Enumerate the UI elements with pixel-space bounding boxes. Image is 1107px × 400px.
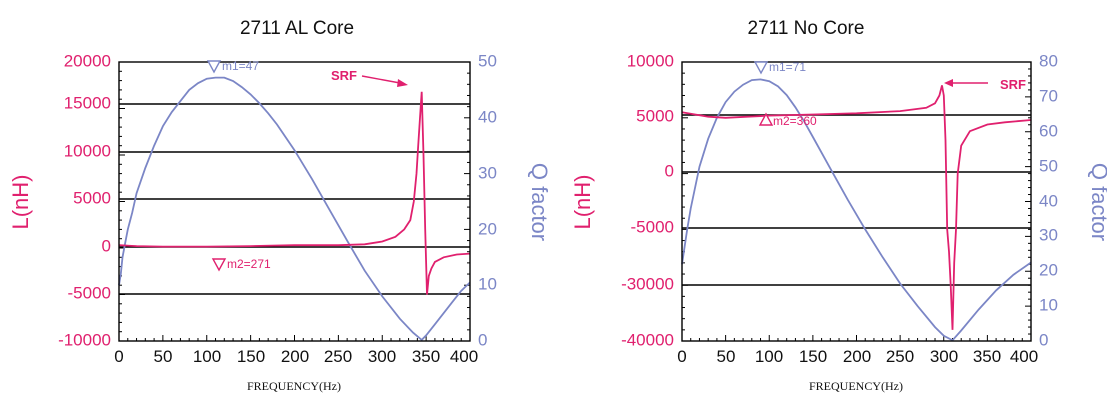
- left-tick-label: -30000: [621, 274, 674, 293]
- right-tick-label: 40: [478, 107, 497, 126]
- x-tick-label: 250: [324, 347, 352, 366]
- x-tick-labels: 0 50 100 150 200 250 300 350 400: [677, 347, 1038, 366]
- left-tick-label: 10000: [627, 51, 674, 70]
- left-tick-label: 10000: [64, 141, 111, 160]
- marker-triangle: [755, 62, 767, 73]
- grid-lines: [682, 115, 1031, 285]
- marker-m1: m1=47: [208, 59, 259, 73]
- y-axis-label-left: L(nH): [8, 174, 33, 229]
- left-tick-labels: 10000 5000 0 -5000 -30000 -40000: [621, 51, 674, 349]
- left-tick-label: 15000: [64, 93, 111, 112]
- right-tick-label: 30: [1039, 225, 1058, 244]
- x-tick-label: 0: [114, 347, 123, 366]
- right-tick-label: 20: [478, 219, 497, 238]
- x-tick-label: 50: [717, 347, 736, 366]
- x-tick-label: 100: [755, 347, 783, 366]
- series-line-inductance: [682, 85, 1031, 329]
- right-tick-label: 10: [1039, 295, 1058, 314]
- x-tick-label: 150: [237, 347, 265, 366]
- x-tick-label: 300: [930, 347, 958, 366]
- grid-lines: [119, 104, 470, 294]
- marker-label: m1=47: [222, 59, 259, 73]
- srf-annotation: SRF: [944, 77, 1026, 92]
- x-tick-label: 0: [677, 347, 686, 366]
- x-tick-labels: 0 50 100 150 200 250 300 350 400: [114, 347, 478, 366]
- srf-arrow-head: [944, 79, 953, 87]
- srf-arrow-head: [397, 79, 408, 87]
- x-axis-label: FREQUENCY(Hz): [809, 379, 903, 393]
- marker-m2: m2=271: [213, 257, 271, 271]
- left-tick-label: 0: [102, 236, 111, 255]
- axis-ticks: [682, 62, 1031, 341]
- x-tick-label: 350: [412, 347, 440, 366]
- y-axis-label-right: Q factor: [1087, 163, 1107, 241]
- chart-title: 2711 No Core: [748, 18, 865, 39]
- srf-label: SRF: [331, 68, 357, 83]
- left-tick-label: 5000: [636, 106, 674, 125]
- marker-m1: m1=71: [755, 60, 806, 74]
- x-axis-label: FREQUENCY(Hz): [247, 379, 341, 393]
- right-tick-labels: 50 40 30 20 10 0: [478, 51, 497, 349]
- right-tick-labels: 80 70 60 50 40 30 20 10 0: [1039, 51, 1058, 349]
- marker-label: m1=71: [769, 60, 806, 74]
- series-line-inductance: [119, 92, 470, 295]
- x-tick-label: 400: [1010, 347, 1038, 366]
- left-tick-labels: 20000 15000 10000 5000 0 -5000 -10000: [58, 51, 111, 349]
- right-tick-label: 70: [1039, 86, 1058, 105]
- right-tick-label: 20: [1039, 260, 1058, 279]
- left-tick-label: -40000: [621, 330, 674, 349]
- x-tick-label: 350: [973, 347, 1001, 366]
- marker-label: m2=360: [773, 114, 817, 128]
- right-tick-label: 0: [478, 330, 487, 349]
- marker-label: m2=271: [227, 257, 271, 271]
- left-tick-label: -5000: [631, 217, 674, 236]
- y-axis-label-left: L(nH): [570, 174, 595, 229]
- x-tick-label: 250: [886, 347, 914, 366]
- right-tick-label: 60: [1039, 121, 1058, 140]
- right-tick-label: 40: [1039, 191, 1058, 210]
- left-tick-label: 0: [665, 161, 674, 180]
- right-tick-label: 50: [478, 51, 497, 70]
- right-tick-label: 80: [1039, 51, 1058, 70]
- srf-annotation: SRF: [331, 68, 408, 87]
- series-line-q-factor: [682, 79, 1031, 340]
- chart-al-core: 2711 AL Core 20000 15000 10000 5000 0 -5…: [8, 18, 552, 393]
- x-tick-label: 200: [843, 347, 871, 366]
- plot-frame: [682, 62, 1031, 341]
- marker-triangle: [213, 259, 225, 270]
- x-tick-label: 50: [154, 347, 173, 366]
- marker-triangle: [208, 61, 220, 72]
- x-tick-label: 200: [281, 347, 309, 366]
- srf-arrow-line: [362, 76, 400, 83]
- right-tick-label: 50: [1039, 156, 1058, 175]
- left-tick-label: 20000: [64, 51, 111, 70]
- y-axis-label-right: Q factor: [527, 163, 552, 241]
- x-tick-label: 100: [193, 347, 221, 366]
- right-tick-label: 0: [1039, 330, 1048, 349]
- srf-label: SRF: [1000, 77, 1026, 92]
- left-tick-label: -5000: [68, 283, 111, 302]
- right-tick-label: 10: [478, 274, 497, 293]
- x-tick-label: 400: [450, 347, 478, 366]
- x-tick-label: 300: [368, 347, 396, 366]
- left-tick-label: -10000: [58, 330, 111, 349]
- left-tick-label: 5000: [73, 188, 111, 207]
- x-tick-label: 150: [799, 347, 827, 366]
- chart-no-core: 2711 No Core 10000 5000 0 -5000 -30000 -…: [570, 18, 1107, 393]
- series-line-q-factor: [119, 78, 470, 340]
- chart-title: 2711 AL Core: [240, 18, 354, 39]
- right-tick-label: 30: [478, 163, 497, 182]
